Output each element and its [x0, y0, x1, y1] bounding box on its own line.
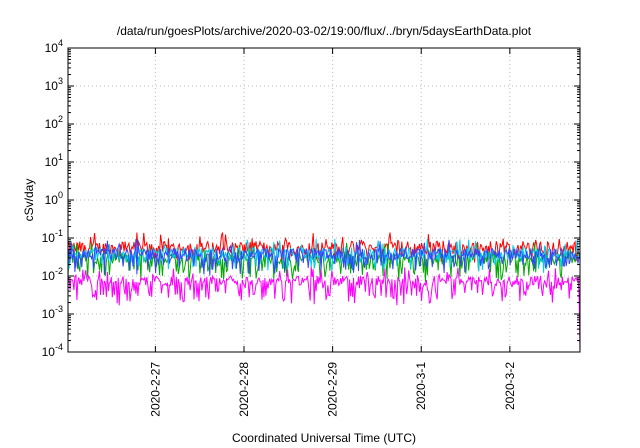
x-tick-label: 2020-2-29 [326, 362, 340, 417]
y-tick-label: 102 [45, 114, 63, 131]
flux-series-line [67, 266, 581, 353]
y-tick-label: 10-2 [42, 266, 63, 283]
y-ticks: 10-4 10-3 10-2 10-1 100 101 102 103 104 [42, 38, 580, 359]
x-tick-label: 2020-2-27 [148, 362, 162, 417]
x-ticks: 2020-2-27 2020-2-28 2020-2-29 2020-3-1 2020-… [148, 48, 517, 417]
chart-title: /data/run/goesPlots/archive/2020-03-02/1… [117, 24, 532, 38]
grid-lines [68, 47, 580, 353]
y-tick-label: 10-3 [42, 304, 63, 321]
y-tick-label: 10-1 [42, 228, 63, 245]
y-axis-label: cSv/day [22, 179, 36, 222]
series-group [67, 232, 581, 353]
x-tick-label: 2020-3-2 [503, 362, 517, 410]
y-tick-label: 101 [45, 152, 63, 169]
x-axis-label: Coordinated Universal Time (UTC) [232, 431, 416, 445]
x-tick-label: 2020-3-1 [414, 362, 428, 410]
y-tick-label: 100 [45, 190, 63, 207]
y-tick-label: 10-4 [42, 342, 63, 359]
flux-series-line [67, 239, 581, 276]
x-tick-label: 2020-2-28 [237, 362, 251, 417]
y-tick-label: 104 [45, 38, 63, 55]
y-tick-label: 103 [45, 76, 63, 93]
